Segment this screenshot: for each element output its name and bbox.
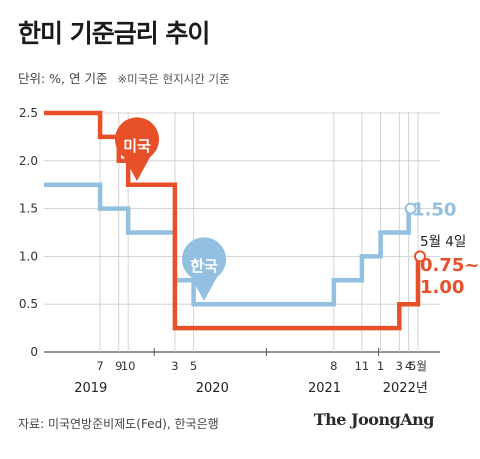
- korea-series-marker: [182, 237, 227, 301]
- us-series-marker: [115, 117, 159, 181]
- y-tick-label: 0.5: [19, 297, 38, 311]
- korea-series-label: 한국: [190, 257, 218, 275]
- month-tick-label: 3: [396, 359, 403, 373]
- month-tick-label: 3: [171, 359, 178, 373]
- month-tick-label: 10: [121, 359, 136, 373]
- y-tick-label: 1.5: [19, 202, 38, 216]
- month-tick-label: 4: [405, 359, 412, 373]
- brand-logo: The JoongAng: [313, 410, 435, 429]
- us-end-label-2: 1.00: [420, 277, 464, 298]
- month-tick-label: 7: [96, 359, 103, 373]
- y-tick-label: 1.0: [19, 249, 38, 263]
- us-end-point: [414, 250, 426, 263]
- year-label: 2021: [308, 381, 341, 396]
- unit-label: 단위: %, 연 기준: [18, 71, 108, 86]
- month-tick-label: 11: [355, 359, 370, 373]
- month-tick-label: 5: [190, 359, 197, 373]
- chart-title: 한미 기준금리 추이: [18, 19, 210, 48]
- korea-end-label: 1.50: [412, 200, 456, 221]
- chart-subtitle: 단위: %, 연 기준 ※미국은 현지시간 기준: [18, 68, 230, 87]
- us-series-label: 미국: [123, 137, 151, 155]
- annotation-date: 5월 4일: [420, 234, 466, 250]
- y-tick-label: 0: [30, 345, 38, 359]
- year-label: 2019: [74, 381, 107, 396]
- month-tick-label: 8: [330, 359, 337, 373]
- y-tick-label: 2.0: [19, 154, 38, 168]
- timezone-note: ※미국은 현지시간 기준: [117, 72, 230, 86]
- korea-end-point: [404, 202, 417, 215]
- year-label: 2022년: [383, 381, 428, 396]
- y-tick-label: 2.5: [19, 106, 38, 120]
- month-tick-label: 1: [377, 359, 384, 373]
- month-tick-label: 5월: [409, 359, 427, 373]
- year-label: 2020: [196, 381, 229, 396]
- us-end-label-1: 0.75~: [420, 255, 480, 276]
- korea-rate-line: [44, 182, 411, 307]
- us-rate-line: [44, 110, 421, 331]
- source-note: 자료: 미국연방준비제도(Fed), 한국은행: [18, 417, 219, 431]
- month-tick-label: 9: [115, 359, 122, 373]
